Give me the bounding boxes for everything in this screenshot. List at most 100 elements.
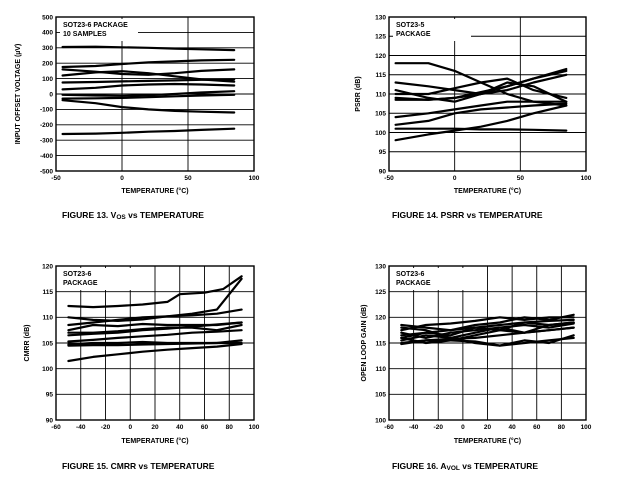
y-tick-label: 125 [375, 289, 386, 296]
y-tick-label: 400 [42, 30, 53, 37]
series-line [61, 90, 236, 97]
series-line [67, 342, 243, 363]
figure-caption: FIGURE 16. AVOL vs TEMPERATURE [392, 461, 538, 472]
annotation-text: SOT23-6 PACKAGE [63, 22, 128, 29]
x-tick-label: 80 [558, 424, 566, 431]
x-tick-label: 80 [226, 424, 234, 431]
series-line [400, 316, 575, 332]
annotation-text: 10 SAMPLES [63, 31, 107, 38]
series-line [394, 102, 568, 126]
x-tick-label: -20 [101, 424, 111, 431]
x-tick-label: 40 [176, 424, 184, 431]
y-tick-label: -500 [40, 168, 53, 175]
x-axis-title: TEMPERATURE (°C) [454, 187, 521, 195]
x-tick-label: 0 [461, 424, 465, 431]
x-tick-label: -40 [76, 424, 86, 431]
y-tick-label: 95 [379, 149, 387, 156]
caption-text: FIGURE 14. PSRR vs TEMPERATURE [392, 210, 543, 220]
series-line [394, 77, 568, 99]
chart-2: -50 0 50 100 90 95 100 105 110 115 120 125 130 TEMPER… [355, 14, 592, 195]
y-tick-label: 100 [375, 417, 386, 424]
x-axis-title: TEMPERATURE (°C) [121, 187, 188, 195]
x-tick-label: 100 [581, 175, 592, 182]
x-tick-label: -50 [384, 175, 394, 182]
y-tick-label: 105 [42, 340, 53, 347]
x-tick-label: 0 [120, 175, 124, 182]
series-line [67, 275, 243, 309]
y-tick-label: 90 [379, 168, 387, 175]
y-tick-label: 120 [42, 263, 53, 270]
series-line [67, 329, 243, 343]
y-axis-title: PSRR (dB) [355, 76, 362, 111]
caption-suffix: vs TEMPERATURE [125, 210, 204, 220]
y-tick-label: 200 [42, 61, 53, 68]
y-tick-label: 0 [49, 91, 53, 98]
y-tick-label: 300 [42, 45, 53, 52]
x-tick-label: -50 [51, 175, 61, 182]
x-axis-title: TEMPERATURE (°C) [454, 437, 521, 445]
y-tick-label: 100 [42, 366, 53, 373]
caption-suffix: vs TEMPERATURE [459, 461, 539, 471]
figure-caption: FIGURE 14. PSRR vs TEMPERATURE [392, 210, 543, 220]
series-line [61, 78, 236, 84]
annotation-text: SOT23-6 [63, 271, 92, 278]
caption-subscript: OS [116, 214, 126, 221]
x-tick-label: -40 [409, 424, 419, 431]
y-tick-label: 115 [376, 72, 387, 79]
chart-3: -60 -40 -20 0 20 40 60 80 100 90 95 100 105 110 115 120… [24, 263, 260, 445]
plot-frame [388, 265, 587, 421]
y-tick-label: -100 [40, 107, 53, 114]
x-tick-label: 100 [581, 424, 592, 431]
chart-1: -50 0 50 100-500-400-300-200-10001002003004… [15, 14, 260, 195]
figure-caption: FIGURE 15. CMRR vs TEMPERATURE [62, 461, 214, 471]
series-line [61, 99, 236, 114]
caption-subscript: VOL [446, 465, 460, 472]
y-tick-label: 130 [375, 263, 386, 270]
annotation-text: PACKAGE [396, 280, 431, 287]
y-tick-label: 125 [375, 34, 386, 41]
y-tick-label: 110 [376, 91, 387, 98]
series-line [61, 82, 236, 91]
annotation-text: PACKAGE [396, 31, 431, 38]
x-tick-label: 40 [509, 424, 517, 431]
x-tick-label: -20 [434, 424, 444, 431]
y-tick-label: 120 [375, 315, 386, 322]
plot-frame [55, 265, 255, 421]
y-tick-label: 95 [46, 392, 54, 399]
series-line [61, 127, 236, 136]
y-tick-label: 120 [375, 53, 386, 60]
series-line [400, 313, 575, 332]
x-axis-title: TEMPERATURE (°C) [121, 437, 188, 445]
y-tick-label: 115 [376, 340, 387, 347]
chart-4: -60 -40 -20 0 20 40 60 80 100 100 105 110 115 120 125 1… [361, 263, 592, 445]
series-line [394, 67, 568, 101]
x-tick-label: 20 [151, 424, 159, 431]
y-tick-label: 90 [46, 417, 54, 424]
figure-caption: FIGURE 13. VOS vs TEMPERATURE [62, 210, 204, 221]
series-line [61, 45, 236, 52]
series-line [400, 336, 575, 347]
y-tick-label: -400 [40, 153, 53, 160]
series-line [394, 127, 568, 132]
caption-text: FIGURE 15. CMRR vs TEMPERATURE [62, 461, 215, 471]
series-line [394, 104, 568, 142]
y-axis-title: INPUT OFFSET VOLTAGE (µV) [15, 44, 22, 145]
y-tick-label: 105 [375, 392, 386, 399]
x-tick-label: 60 [533, 424, 541, 431]
y-tick-label: 500 [42, 14, 53, 21]
caption-text: FIGURE 16. A [392, 461, 447, 471]
annotation-text: PACKAGE [63, 280, 98, 287]
series-line [400, 321, 575, 345]
plot-frame [55, 16, 255, 172]
series-line [67, 341, 243, 347]
annotation-box [60, 268, 138, 290]
x-tick-label: 50 [517, 175, 525, 182]
annotation-box [393, 19, 471, 41]
y-tick-label: -300 [40, 138, 53, 145]
annotation-box [60, 19, 138, 41]
caption-text: FIGURE 13. V [62, 210, 117, 220]
x-tick-label: 60 [201, 424, 209, 431]
annotation-box [393, 268, 471, 290]
y-tick-label: 115 [43, 289, 54, 296]
